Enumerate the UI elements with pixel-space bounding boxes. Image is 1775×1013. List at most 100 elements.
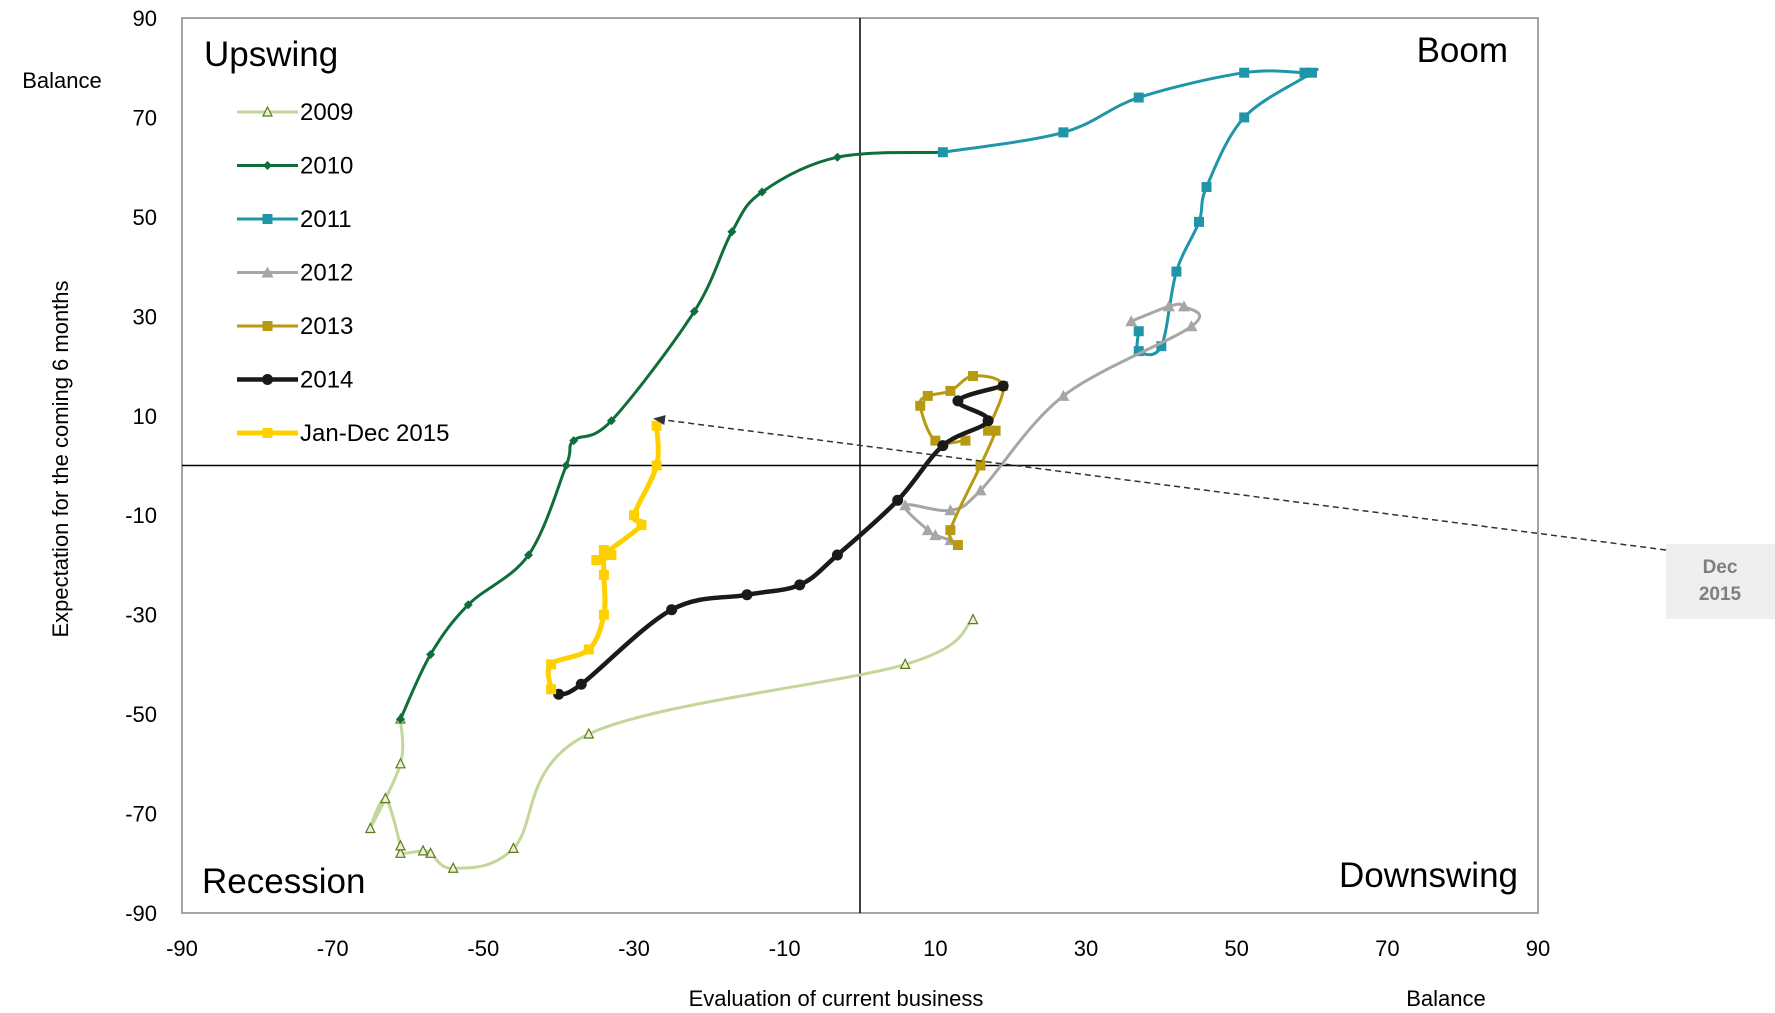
series-2012 (899, 300, 1202, 546)
x-tick-labels: -90 -70 -50 -30 -10 10 30 50 70 90 (166, 936, 1550, 961)
data-point-2009 (394, 846, 406, 858)
data-point-2013 (952, 540, 963, 551)
y-axis-title: Expectation for the coming 6 months (48, 280, 73, 637)
y-tick-label: 30 (133, 304, 157, 329)
y-tick-label: -30 (125, 603, 157, 628)
x-tick-label: 50 (1224, 936, 1248, 961)
data-point-2010 (689, 306, 699, 316)
x-tick-label: -70 (317, 936, 349, 961)
callout-text-month: Dec (1703, 557, 1738, 578)
quadrant-boom-label: Boom (1417, 31, 1508, 70)
x-tick-label: -90 (166, 936, 198, 961)
x-tick-label: 10 (923, 936, 947, 961)
legend-item-2009: 2009 (237, 99, 353, 126)
data-point-2010 (426, 649, 436, 659)
data-point-2009 (394, 757, 406, 769)
y-tick-labels: 90 70 50 30 10 -10 -30 -50 -70 -90 (125, 6, 157, 926)
data-point-2013 (945, 385, 956, 396)
data-point-2012 (899, 499, 912, 511)
legend-label: 2012 (300, 260, 353, 287)
legend-label: 2013 (300, 313, 353, 340)
x-axis-title: Evaluation of current business (689, 986, 984, 1011)
data-point-jan-dec-2015 (583, 644, 594, 655)
legend-label: 2014 (300, 367, 353, 394)
y-tick-label: 70 (133, 105, 157, 130)
x-tick-label: 70 (1375, 936, 1399, 961)
data-point-2014 (982, 415, 994, 427)
legend-marker (263, 161, 272, 170)
x-tick-label: 90 (1526, 936, 1550, 961)
data-point-jan-dec-2015 (598, 569, 609, 580)
data-point-2012 (1057, 389, 1070, 401)
data-point-2014 (741, 589, 753, 601)
data-point-2011 (1239, 112, 1250, 123)
legend-label: 2011 (300, 206, 352, 233)
data-point-2014 (892, 494, 904, 506)
data-point-2011 (1133, 346, 1144, 357)
data-point-2013 (922, 390, 933, 401)
data-point-jan-dec-2015 (546, 659, 557, 670)
x-tick-label: -30 (618, 936, 650, 961)
data-point-jan-dec-2015 (546, 684, 557, 695)
quadrant-upswing-label: Upswing (204, 35, 338, 74)
quadrant-downswing-label: Downswing (1339, 856, 1518, 895)
data-point-2012 (944, 504, 957, 516)
data-point-2010 (395, 714, 405, 724)
data-point-jan-dec-2015 (651, 420, 662, 431)
data-point-2014 (575, 678, 587, 690)
legend-marker (262, 105, 273, 117)
legend-marker (262, 374, 273, 385)
legend-marker (262, 214, 273, 224)
data-point-2010 (569, 436, 579, 446)
data-point-2011 (1194, 216, 1204, 227)
data-point-2011 (1058, 127, 1069, 138)
series-2010 (395, 147, 948, 724)
data-point-jan-dec-2015 (651, 460, 662, 471)
data-point-2009 (899, 658, 911, 669)
legend-item-2011: 2011 (237, 206, 352, 233)
data-point-2011 (1171, 266, 1182, 277)
legend-marker (261, 266, 274, 278)
data-point-2013 (968, 371, 978, 381)
series-jan-dec-2015 (545, 420, 662, 695)
y-tick-label: -10 (125, 503, 157, 528)
legend-item-2013: 2013 (237, 313, 353, 340)
data-point-2011 (1299, 67, 1310, 78)
data-point-2012 (1177, 300, 1190, 312)
data-point-2010 (832, 152, 842, 162)
series-layer (364, 67, 1319, 873)
callout-text-year: 2015 (1699, 584, 1742, 605)
data-point-2014 (952, 395, 964, 407)
data-point-2011 (1133, 92, 1144, 103)
x-tick-label: -10 (769, 936, 801, 961)
data-point-2013 (990, 425, 1001, 436)
x-tick-label: -50 (467, 936, 499, 961)
y-tick-label: -50 (125, 702, 157, 727)
data-point-jan-dec-2015 (629, 510, 639, 521)
x-axis-unit: Balance (1406, 986, 1486, 1011)
y-tick-label: 90 (133, 6, 157, 31)
x-tick-label: 30 (1074, 936, 1098, 961)
legend: 2009 2010 2011 2012 2013 2014 Jan-Dec 2015 (237, 99, 449, 447)
data-point-2014 (666, 604, 678, 616)
data-point-2009 (417, 844, 429, 856)
data-point-2011 (1156, 341, 1167, 352)
series-line-2011 (941, 67, 1319, 357)
quadrant-recession-label: Recession (202, 862, 365, 901)
data-point-2010 (606, 416, 616, 426)
data-point-2009 (583, 727, 595, 739)
data-point-2013 (945, 525, 956, 536)
data-point-2012 (1125, 315, 1138, 327)
legend-item-2014: 2014 (237, 367, 353, 394)
data-point-2013 (983, 425, 994, 436)
legend-item-2012: 2012 (237, 260, 353, 287)
data-point-2013 (975, 460, 986, 471)
data-point-2009 (379, 792, 391, 804)
data-point-jan-dec-2015 (591, 554, 602, 565)
callout-box (1666, 544, 1775, 619)
data-point-2009 (364, 822, 376, 834)
data-point-2009 (447, 861, 459, 873)
data-point-2009 (967, 613, 979, 625)
data-point-2010 (524, 550, 534, 560)
data-point-jan-dec-2015 (598, 545, 609, 556)
